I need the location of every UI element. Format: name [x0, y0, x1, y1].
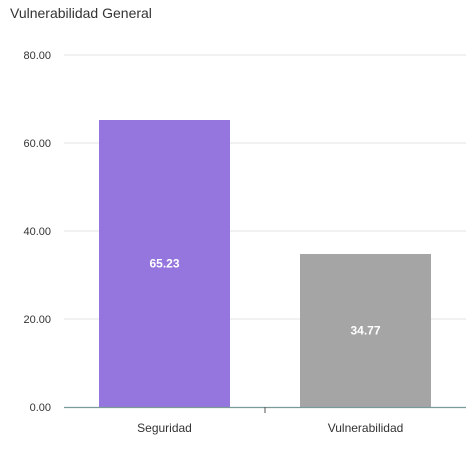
- x-axis-labels: Seguridad Vulnerabilidad: [137, 421, 403, 435]
- y-tick-label: 60.00: [23, 138, 51, 150]
- x-tick-label: Seguridad: [137, 421, 192, 435]
- chart-title: Vulnerabilidad General: [10, 5, 152, 21]
- y-tick-label: 20.00: [23, 314, 51, 326]
- y-tick-label: 40.00: [23, 226, 51, 238]
- x-axis: [64, 406, 466, 413]
- x-tick-label: Vulnerabilidad: [328, 421, 404, 435]
- bars: [99, 119, 431, 407]
- bar-vulnerabilidad: [300, 254, 431, 407]
- y-tick-label: 80.00: [23, 50, 51, 62]
- y-axis-ticks: 0.00 20.00 40.00 60.00 80.00: [23, 50, 51, 414]
- y-tick-label: 0.00: [30, 402, 51, 414]
- data-label: 65.23: [149, 256, 179, 270]
- bar-seguridad: [99, 119, 230, 407]
- data-label: 34.77: [350, 324, 380, 338]
- data-labels: 65.23 34.77: [149, 256, 380, 337]
